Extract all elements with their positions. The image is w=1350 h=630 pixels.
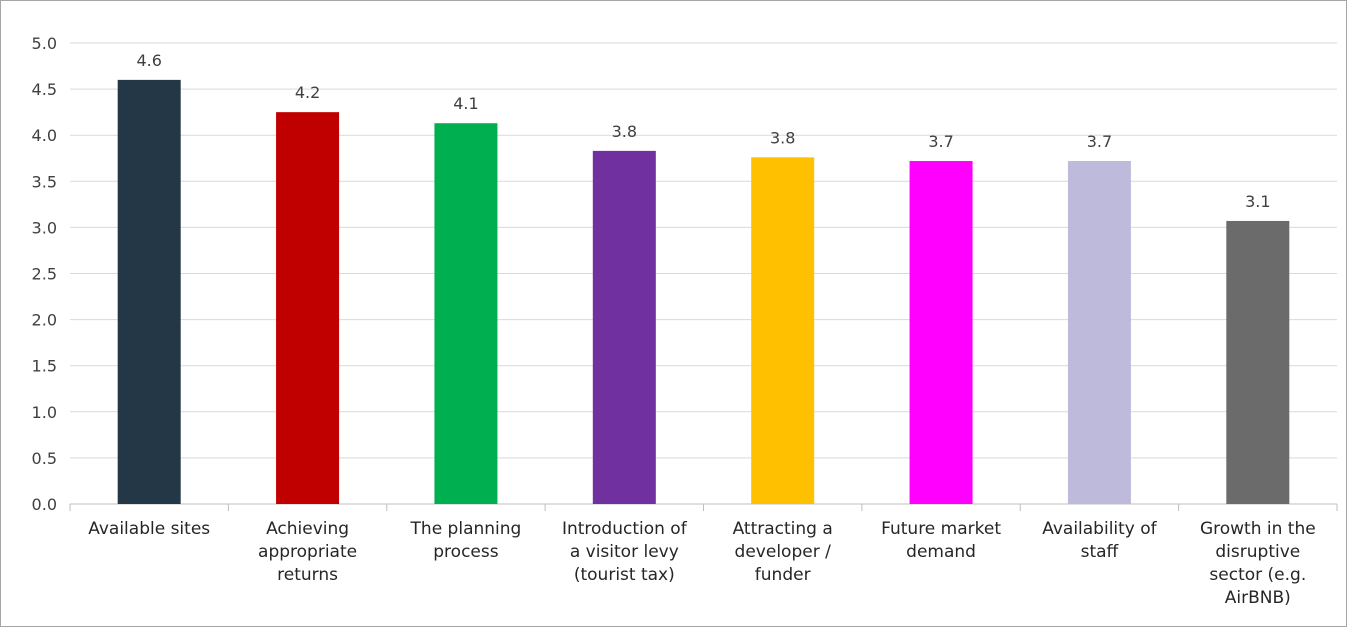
x-tick-label: Introduction of a visitor levy (tourist ta…	[562, 519, 688, 585]
data-label: 3.1	[1245, 192, 1270, 211]
x-tick-label: Future market demand	[881, 519, 1001, 562]
bar	[276, 112, 340, 505]
x-tick-label: Availability of staff	[1042, 519, 1157, 562]
y-tick-label: 4.0	[32, 126, 57, 145]
data-label: 3.8	[612, 122, 637, 141]
data-label: 4.1	[453, 94, 478, 113]
data-label: 3.7	[928, 132, 953, 151]
bar	[1226, 220, 1290, 505]
y-tick-label: 3.5	[32, 172, 57, 191]
y-tick-label: 1.0	[32, 403, 57, 422]
y-tick-label: 3.0	[32, 218, 57, 237]
y-tick-label: 4.5	[32, 80, 57, 99]
x-tick-label: Achieving appropriate returns	[258, 519, 357, 585]
data-label: 4.6	[136, 51, 161, 70]
bar	[1067, 161, 1131, 505]
data-label: 3.8	[770, 128, 795, 147]
data-label: 3.7	[1087, 132, 1112, 151]
y-tick-label: 0.5	[32, 449, 57, 468]
y-tick-label: 2.5	[32, 265, 57, 284]
y-tick-label: 2.0	[32, 311, 57, 330]
bar	[434, 123, 498, 505]
x-tick-label: Available sites	[88, 519, 210, 539]
y-tick-label: 1.5	[32, 357, 57, 376]
x-tick-label: Growth in the disruptive sector (e.g. AirBN…	[1200, 519, 1316, 608]
bar	[117, 79, 181, 504]
x-tick-label: The planning process	[410, 519, 522, 562]
y-tick-label: 5.0	[32, 34, 57, 53]
bar	[751, 157, 815, 504]
y-tick-label: 0.0	[32, 495, 57, 514]
data-label: 4.2	[295, 83, 320, 102]
bar	[909, 161, 973, 505]
x-tick-label: Attracting a developer / funder	[733, 519, 833, 585]
bar	[592, 150, 656, 504]
